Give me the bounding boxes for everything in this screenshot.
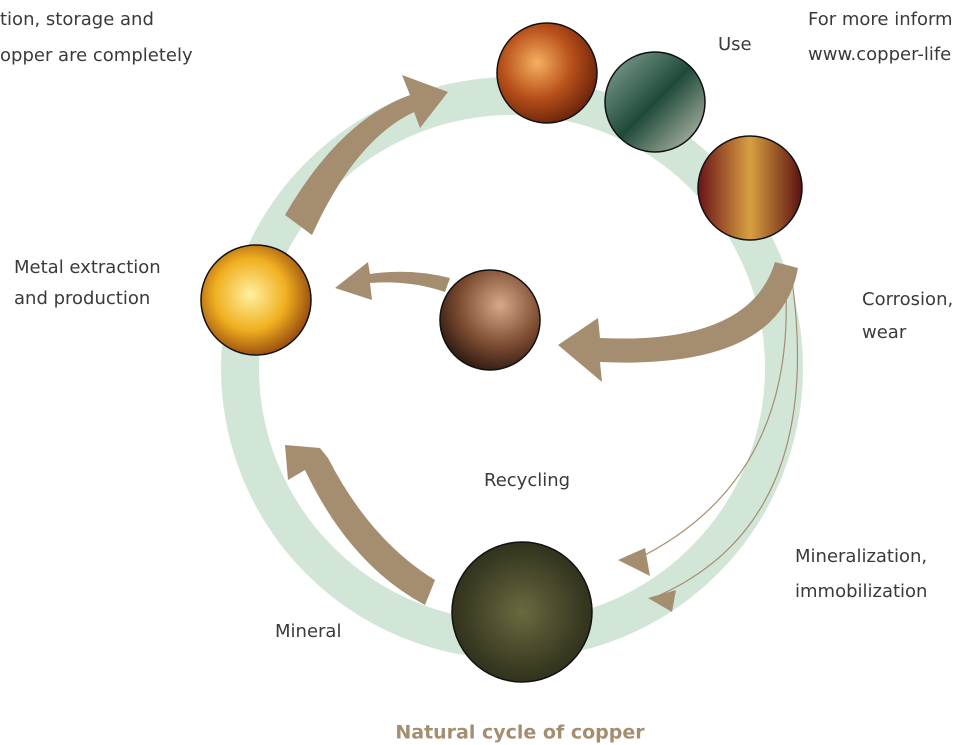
intro-text: For more inform: [808, 9, 953, 30]
node-label: Recycling: [484, 470, 570, 491]
cycle-graphics: [201, 23, 802, 682]
node-label: Mineral: [275, 621, 341, 642]
node-label: Corrosion,: [862, 289, 953, 310]
node-label: and production: [14, 288, 150, 309]
photo-circle: [452, 542, 592, 682]
arrow: [335, 262, 450, 300]
intro-text: opper are completely: [0, 45, 193, 66]
photo-circle: [497, 23, 597, 123]
node-label: Mineralization,: [795, 546, 927, 567]
photo-circle: [440, 270, 540, 370]
node-label: Use: [718, 34, 752, 55]
photo-circle: [698, 136, 802, 240]
node-label: wear: [862, 322, 907, 343]
diagram: tion, storage and opper are completely F…: [0, 0, 970, 745]
caption: Natural cycle of copper: [395, 722, 645, 744]
photo-circle: [605, 52, 705, 152]
node-label: Metal extraction: [14, 257, 161, 278]
node-label: immobilization: [795, 581, 927, 602]
arrowhead: [618, 548, 650, 576]
intro-text: tion, storage and: [0, 9, 154, 30]
intro-text: www.copper-life: [808, 44, 951, 65]
photo-circle: [201, 245, 311, 355]
